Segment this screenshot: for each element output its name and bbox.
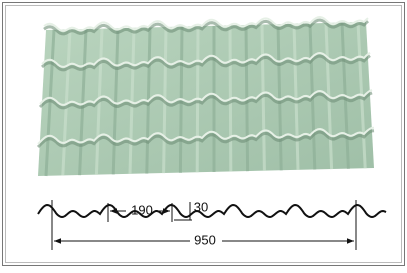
pitch-label: 190 (131, 202, 153, 217)
width-label: 950 (194, 232, 216, 247)
page: 190 30 950 (() => { const data = JSON.pa… (0, 0, 407, 268)
product-figure: 190 30 950 (0, 0, 407, 268)
roof-sheet (38, 17, 374, 176)
height-label: 30 (194, 199, 208, 214)
